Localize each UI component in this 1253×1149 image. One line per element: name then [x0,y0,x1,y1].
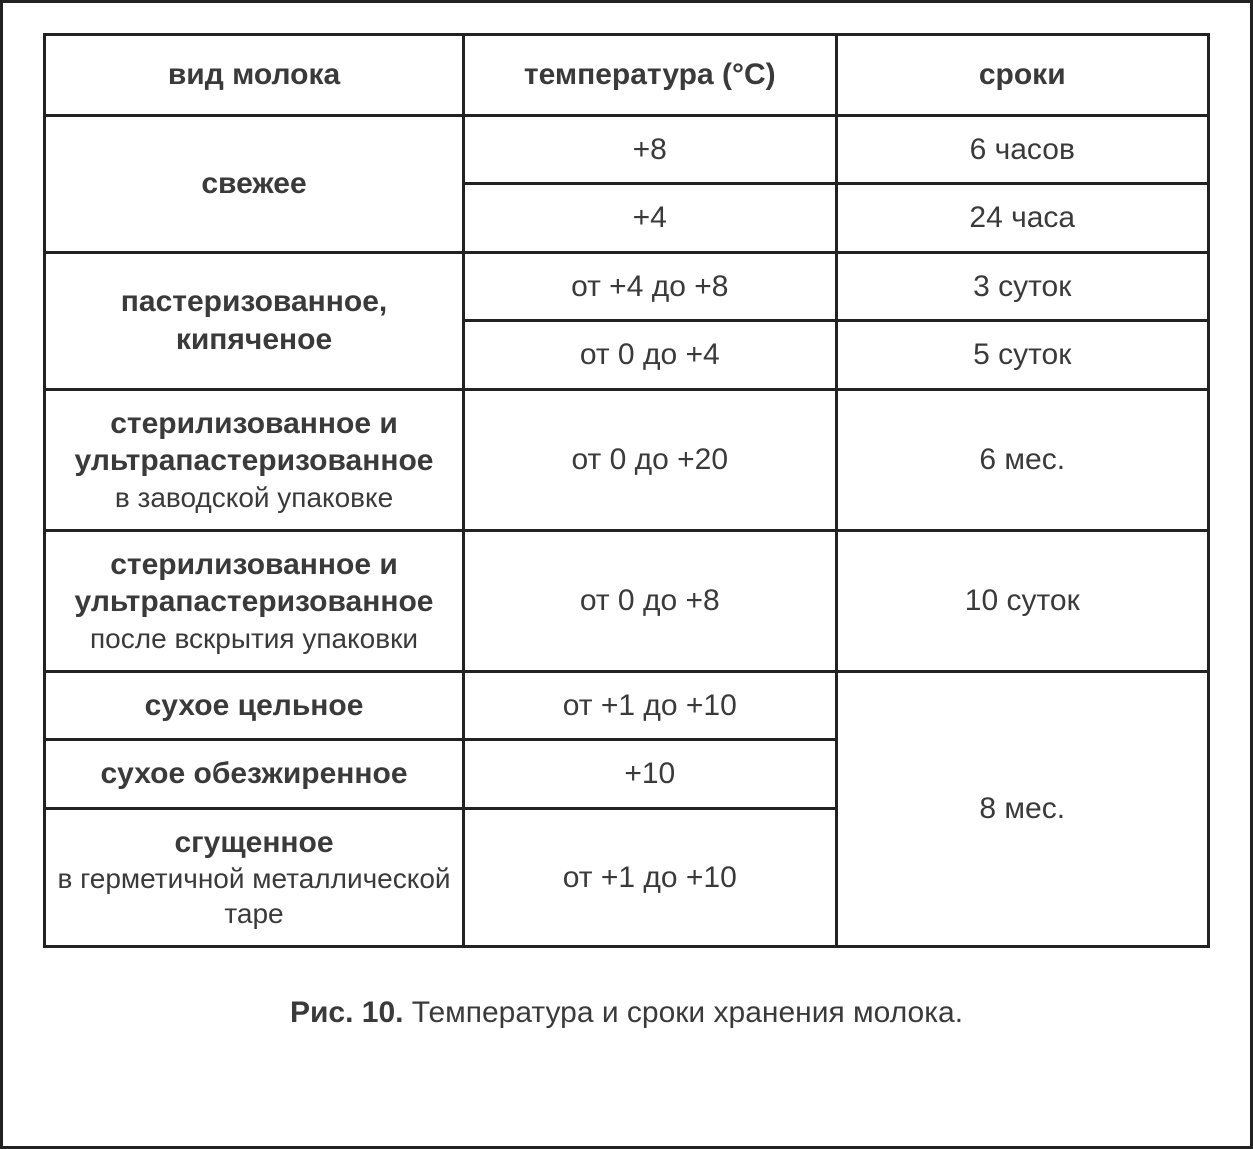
type-sub-text: в заводской упаковке [56,480,452,515]
cell-shelf: 8 мес. [836,671,1209,947]
type-main-text: пастеризованное, кипяченое [56,283,452,358]
cell-shelf: 3 суток [836,252,1209,321]
cell-shelf: 6 часов [836,115,1209,184]
type-main-text: сухое обезжиренное [56,755,452,793]
cell-shelf: 10 суток [836,530,1209,671]
cell-temperature: +4 [464,184,836,253]
caption-text: Температура и сроки хранения молока. [403,996,963,1029]
figure-caption: Рис. 10. Температура и сроки хранения мо… [43,996,1210,1030]
type-main-text: сгущенное [56,824,452,862]
type-main-text: сухое цельное [56,687,452,725]
type-main-text: стерилизованное и ультрапастеризованное [56,546,452,621]
cell-temperature: от 0 до +20 [464,389,836,530]
cell-temperature: от +1 до +10 [464,808,836,947]
type-sub-text: в герметичной металлической таре [56,861,452,931]
table-row: пастеризованное, кипяченоеот +4 до +83 с… [45,252,1209,321]
caption-label: Рис. 10. [290,996,404,1029]
page-frame: вид молока температура (°С) сроки свежее… [0,0,1253,1149]
cell-type: свежее [45,115,464,252]
cell-temperature: от 0 до +4 [464,321,836,390]
cell-type: стерилизованное и ультрапастеризованноеп… [45,530,464,671]
table-row: свежее+86 часов [45,115,1209,184]
milk-storage-table: вид молока температура (°С) сроки свежее… [43,33,1210,948]
cell-temperature: +8 [464,115,836,184]
cell-shelf: 24 часа [836,184,1209,253]
cell-type: сгущенноев герметичной металлической тар… [45,808,464,947]
type-main-text: стерилизованное и ультрапастеризованное [56,405,452,480]
cell-type: сухое цельное [45,671,464,740]
table-row: стерилизованное и ультрапастеризованноев… [45,389,1209,530]
cell-type: сухое обезжиренное [45,740,464,809]
type-sub-text: после вскрытия упаковки [56,621,452,656]
cell-temperature: от +4 до +8 [464,252,836,321]
cell-temperature: от +1 до +10 [464,671,836,740]
header-shelf: сроки [836,35,1209,116]
cell-temperature: +10 [464,740,836,809]
cell-temperature: от 0 до +8 [464,530,836,671]
cell-type: стерилизованное и ультрапастеризованноев… [45,389,464,530]
header-temperature: температура (°С) [464,35,836,116]
table-row: сухое цельноеот +1 до +108 мес. [45,671,1209,740]
table-body: свежее+86 часов+424 часапастеризованное,… [45,115,1209,947]
cell-shelf: 5 суток [836,321,1209,390]
cell-shelf: 6 мес. [836,389,1209,530]
table-header-row: вид молока температура (°С) сроки [45,35,1209,116]
header-type: вид молока [45,35,464,116]
type-main-text: свежее [56,165,452,203]
cell-type: пастеризованное, кипяченое [45,252,464,389]
table-row: стерилизованное и ультрапастеризованноеп… [45,530,1209,671]
